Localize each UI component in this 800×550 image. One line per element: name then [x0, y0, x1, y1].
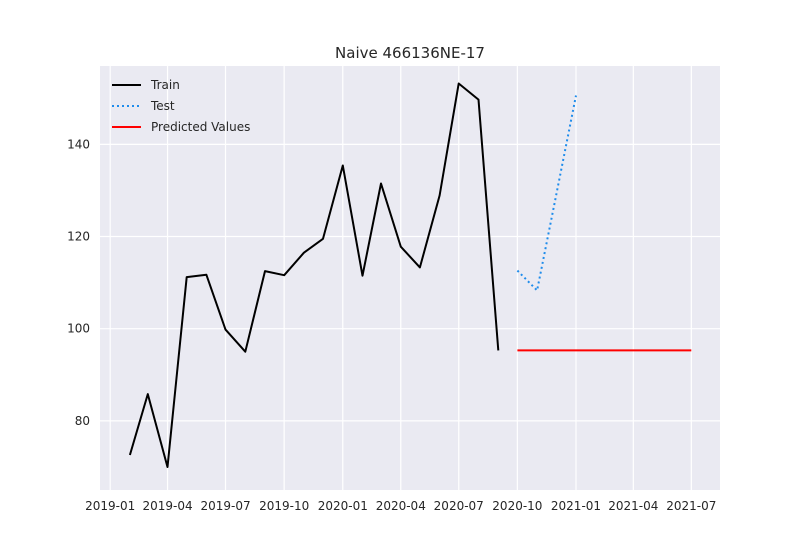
y-tick-label: 120 — [67, 230, 90, 244]
x-tick-label: 2019-07 — [200, 499, 250, 513]
legend-label-train: Train — [150, 78, 180, 92]
x-tick-label: 2020-04 — [376, 499, 426, 513]
x-tick-label: 2019-10 — [259, 499, 309, 513]
x-tick-label: 2020-10 — [492, 499, 542, 513]
y-axis: 80 100 120 140 — [67, 137, 90, 428]
grid — [100, 66, 720, 490]
series-line-test — [516, 95, 577, 292]
x-tick-label: 2020-01 — [318, 499, 368, 513]
plot-background — [100, 66, 720, 490]
y-tick-label: 80 — [75, 414, 90, 428]
x-tick-label: 2019-01 — [85, 499, 135, 513]
x-tick-label: 2019-04 — [142, 499, 192, 513]
chart-title: Naive 466136NE-17 — [335, 44, 485, 62]
x-tick-label: 2021-04 — [608, 499, 658, 513]
x-tick-label: 2020-07 — [434, 499, 484, 513]
legend-label-test: Test — [150, 99, 175, 113]
legend-label-predicted-values: Predicted Values — [151, 120, 250, 134]
x-tick-label: 2021-07 — [666, 499, 716, 513]
y-tick-label: 100 — [67, 322, 90, 336]
series-layer — [128, 82, 692, 468]
x-axis: 2019-01 2019-04 2019-07 2019-10 2020-01 2020-… — [85, 499, 716, 513]
legend: Train Test Predicted Values — [112, 78, 250, 134]
x-tick-label: 2021-01 — [551, 499, 601, 513]
y-tick-label: 140 — [67, 137, 90, 151]
series-line-train — [128, 82, 500, 468]
